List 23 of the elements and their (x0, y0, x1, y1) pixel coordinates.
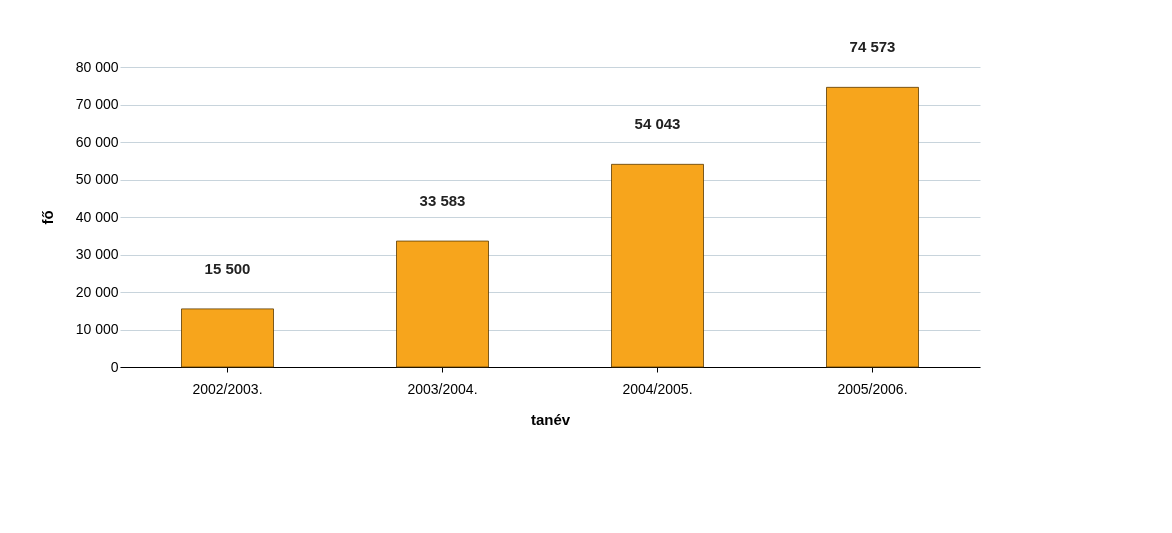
data-label: 54 043 (634, 115, 681, 133)
bar (396, 240, 489, 368)
y-axis-title: fő (38, 210, 56, 225)
x-tick-label: 2002/2003. (192, 380, 263, 397)
y-tick-label: 10 000 (75, 321, 119, 337)
data-label: 74 573 (849, 38, 896, 56)
bar (611, 163, 704, 368)
bar (181, 308, 274, 368)
y-tick-label: 70 000 (75, 96, 119, 112)
data-label: 15 500 (204, 259, 251, 277)
x-tick-label: 2003/2004. (407, 380, 478, 397)
data-label: 33 583 (419, 192, 466, 210)
y-tick-label: 50 000 (75, 171, 119, 187)
x-tick-label: 2005/2006. (837, 380, 908, 397)
y-tick-label: 0 (110, 358, 119, 375)
x-axis-title: tanév (530, 410, 571, 428)
y-tick-label: 20 000 (75, 283, 119, 300)
y-tick-label: 40 000 (75, 208, 119, 225)
bar (826, 86, 919, 368)
y-tick-label: 60 000 (75, 133, 119, 150)
x-tick-label: 2004/2005. (622, 380, 693, 397)
y-tick-label: 30 000 (75, 246, 119, 262)
y-tick-label: 80 000 (75, 58, 119, 75)
